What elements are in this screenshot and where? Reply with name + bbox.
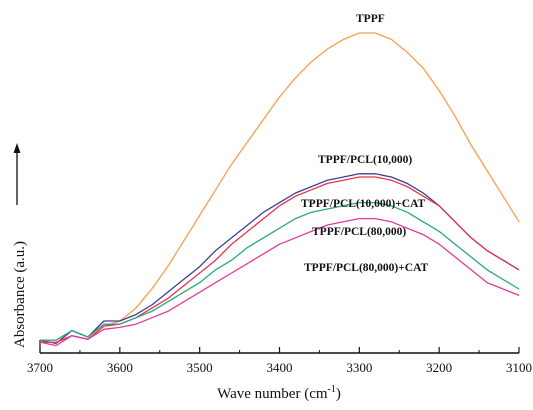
x-tick-label: 3200 — [426, 360, 452, 375]
series-line-4 — [39, 217, 520, 347]
x-tick-label: 3500 — [187, 360, 213, 375]
series-label-tppf-pcl-80000: TPPF/PCL(80,000) — [312, 226, 406, 238]
series-line-1 — [39, 173, 520, 345]
series-line-2 — [39, 176, 520, 344]
y-axis-title-group: Absorbance (a.u.) — [12, 143, 28, 348]
x-tick-label: 3400 — [267, 360, 293, 375]
series-line-0 — [39, 32, 520, 344]
x-tick-label: 3300 — [346, 360, 372, 375]
x-tick-label: 3600 — [107, 360, 133, 375]
x-axis-title: Wave number (cm-1) — [217, 384, 341, 402]
x-tick-label: 3100 — [506, 360, 532, 375]
series-layer — [39, 32, 520, 347]
series-label-tppf-pcl-10000-cat: TPPF/PCL(10,000)+CAT — [301, 198, 426, 210]
series-label-tppf-pcl-80000-cat: TPPF/PCL(80,000)+CAT — [304, 262, 429, 274]
y-axis-arrow-head — [13, 143, 21, 153]
x-tick-label: 3700 — [27, 360, 53, 375]
series-label-tppf-pcl-10000: TPPF/PCL(10,000) — [318, 154, 412, 166]
series-line-3 — [40, 201, 520, 341]
x-ticks: 3700 3600 3500 3400 3300 3200 3100 — [27, 347, 532, 375]
y-axis-title: Absorbance (a.u.) — [12, 241, 28, 348]
series-label-tppf: TPPF — [356, 13, 385, 25]
